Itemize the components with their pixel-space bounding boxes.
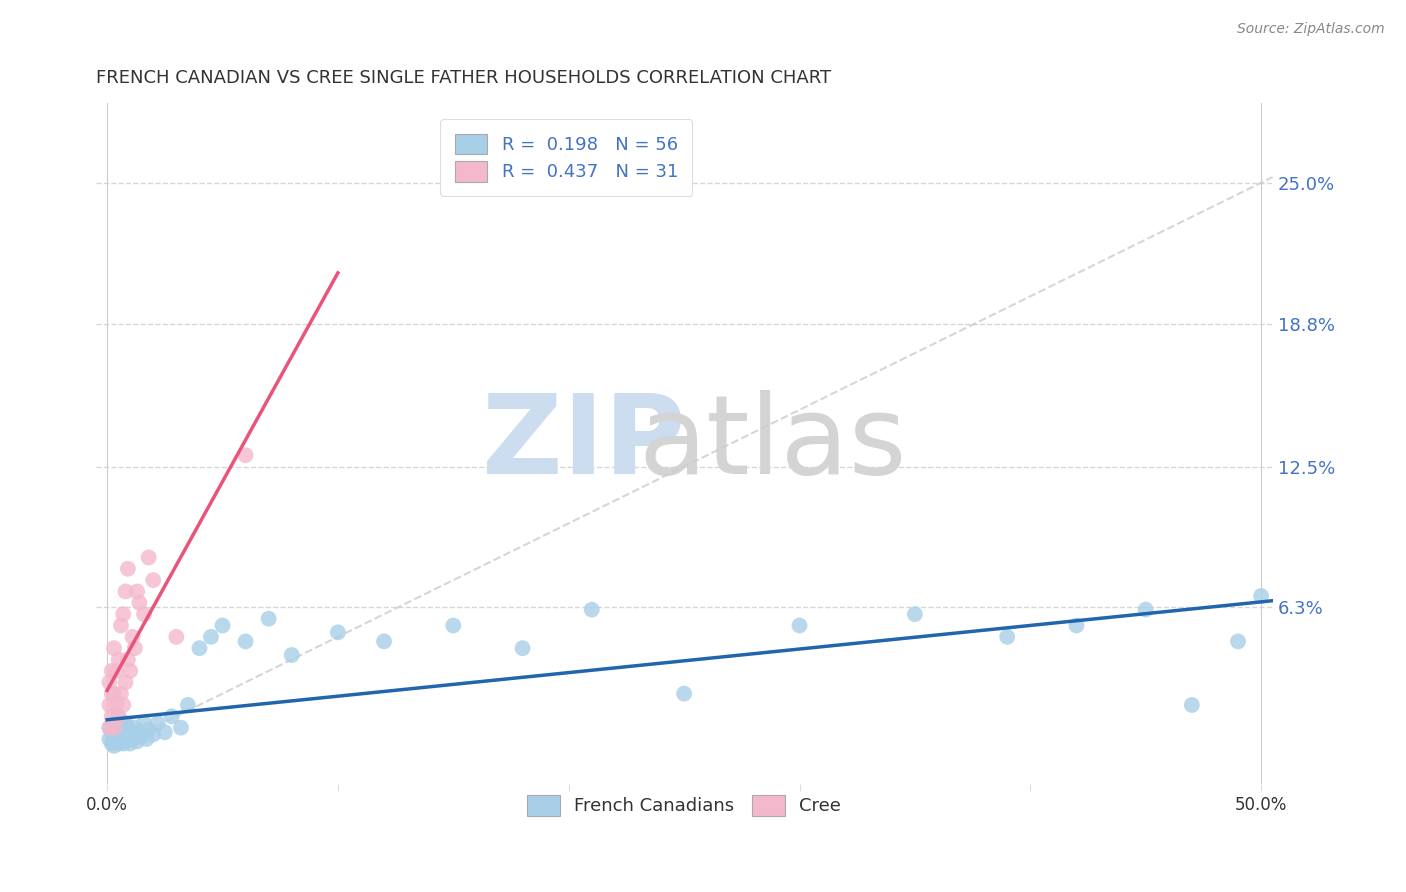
Point [107,709,129,723]
Point [177,698,200,712]
Point [110,618,132,632]
Point [160,709,183,723]
Point [120,725,142,739]
Point [121,732,143,747]
Point [373,634,395,648]
Point [128,596,150,610]
Point [124,721,146,735]
Point [146,716,169,731]
Point [110,721,132,735]
Point [98,721,121,735]
Point [112,725,135,739]
Point [110,732,132,747]
Point [581,602,603,616]
Point [110,687,132,701]
Point [280,648,302,662]
Point [112,698,135,712]
Text: FRENCH CANADIAN VS CREE SINGLE FATHER HOUSEHOLDS CORRELATION CHART: FRENCH CANADIAN VS CREE SINGLE FATHER HO… [96,69,831,87]
Point [98,675,121,690]
Point [114,584,136,599]
Point [98,732,121,747]
Point [995,630,1018,644]
Point [114,675,136,690]
Point [904,607,927,622]
Point [103,716,125,731]
Point [107,652,129,666]
Text: ZIP: ZIP [482,391,686,498]
Point [98,698,121,712]
Point [142,573,165,587]
Point [257,612,280,626]
Point [128,725,150,739]
Point [789,618,811,632]
Point [127,584,149,599]
Point [100,725,122,739]
Point [114,734,136,748]
Point [103,730,125,744]
Point [138,723,160,737]
Point [117,730,139,744]
Point [1066,618,1088,632]
Point [132,607,155,622]
Point [127,734,149,748]
Point [170,721,193,735]
Point [112,737,135,751]
Point [153,725,176,739]
Point [121,630,143,644]
Point [100,737,122,751]
Point [1181,698,1204,712]
Legend: French Canadians, Cree: French Canadians, Cree [520,788,848,823]
Point [103,641,125,656]
Point [117,721,139,735]
Point [132,716,155,731]
Point [103,739,125,753]
Point [107,709,129,723]
Point [441,618,464,632]
Point [105,698,128,712]
Point [1135,602,1157,616]
Point [98,721,121,735]
Point [112,607,135,622]
Point [107,727,129,741]
Point [103,687,125,701]
Point [235,634,257,648]
Point [103,721,125,735]
Point [117,652,139,666]
Point [120,664,142,678]
Point [200,630,222,644]
Point [211,618,233,632]
Text: Source: ZipAtlas.com: Source: ZipAtlas.com [1237,22,1385,37]
Point [105,723,128,737]
Point [117,562,139,576]
Point [131,730,153,744]
Point [100,664,122,678]
Point [120,737,142,751]
Point [142,727,165,741]
Point [188,641,211,656]
Point [105,734,128,748]
Point [114,716,136,731]
Point [105,664,128,678]
Point [135,732,157,747]
Point [512,641,534,656]
Point [165,630,187,644]
Point [673,687,696,701]
Point [100,709,122,723]
Point [100,687,122,701]
Point [107,737,129,751]
Point [326,625,349,640]
Text: atlas: atlas [638,391,907,498]
Point [124,641,146,656]
Point [1227,634,1250,648]
Point [138,550,160,565]
Point [235,448,257,462]
Point [1250,589,1272,603]
